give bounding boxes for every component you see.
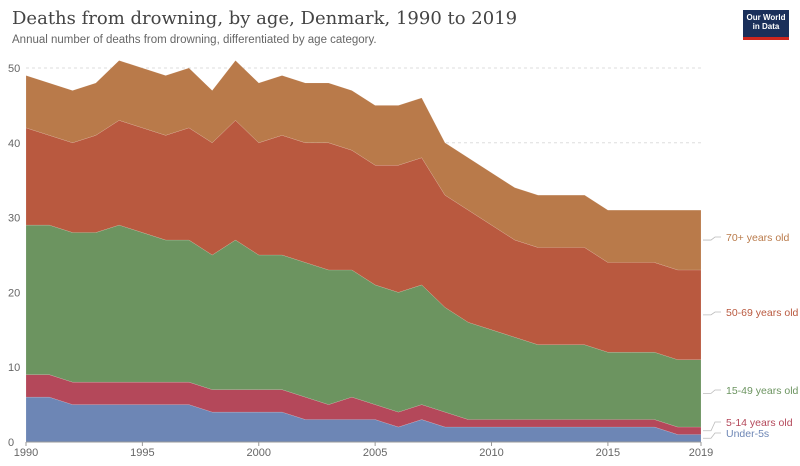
- x-tick-label-2010: 2010: [479, 447, 503, 459]
- y-tick-label-40: 40: [8, 138, 20, 150]
- legend-label-15-49-years-old: 15-49 years old: [726, 385, 799, 397]
- legend-label-50-69-years-old: 50-69 years old: [726, 307, 799, 319]
- legend-connector-4: [703, 236, 721, 241]
- area-70-years-old: [25, 60, 702, 271]
- chart-subtitle: Annual number of deaths from drowning, d…: [12, 34, 377, 46]
- y-tick-label-10: 10: [8, 362, 20, 374]
- legend-label-70-years-old: 70+ years old: [726, 232, 789, 244]
- x-tick-label-1995: 1995: [130, 447, 154, 459]
- owid-logo[interactable]: Our World in Data: [743, 10, 789, 40]
- logo-line-1: Our World: [746, 13, 786, 22]
- x-tick-label-1990: 1990: [14, 447, 38, 459]
- legend-connector-2: [703, 389, 721, 394]
- y-tick-label-30: 30: [8, 213, 20, 225]
- legend-label-under-5s: Under-5s: [726, 428, 769, 440]
- x-tick-label-2015: 2015: [596, 447, 620, 459]
- chart-title: Deaths from drowning, by age, Denmark, 1…: [12, 8, 518, 29]
- legend-label-5-14-years-old: 5-14 years old: [726, 417, 793, 429]
- x-tick-label-2019: 2019: [689, 447, 713, 459]
- y-tick-label-50: 50: [8, 63, 20, 75]
- legend-connector-1: [703, 421, 721, 432]
- legend-connector-0: [703, 432, 721, 439]
- x-tick-label-2005: 2005: [363, 447, 387, 459]
- x-tick-label-2000: 2000: [247, 447, 271, 459]
- y-tick-label-0: 0: [8, 437, 14, 449]
- y-tick-label-20: 20: [8, 287, 20, 299]
- logo-line-2: in Data: [752, 22, 780, 31]
- legend-connector-3: [703, 311, 721, 316]
